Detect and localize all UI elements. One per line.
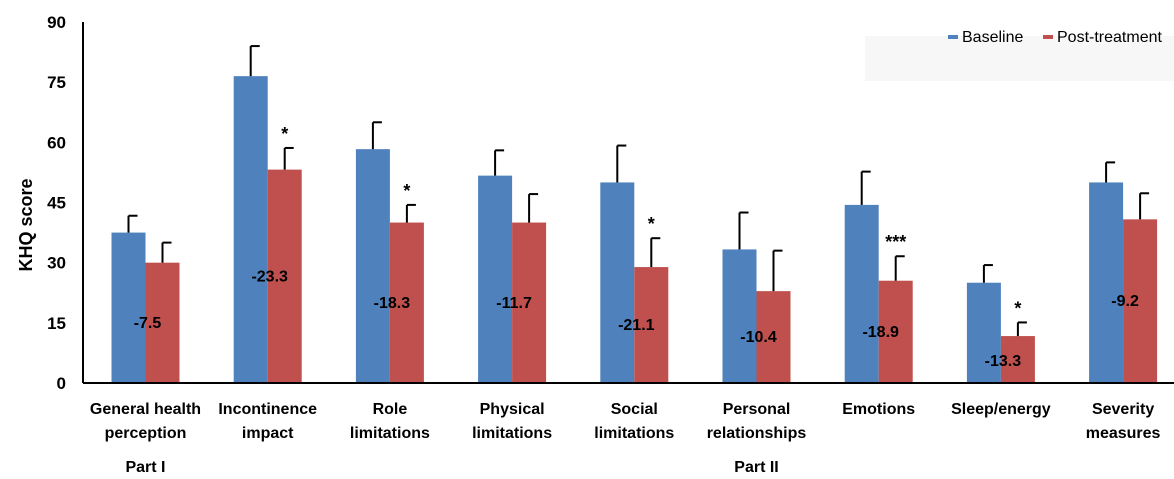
- y-tick-label: 60: [47, 133, 66, 152]
- category-label: Physical: [480, 401, 545, 418]
- difference-label: -7.5: [134, 315, 162, 332]
- y-tick-label: 90: [47, 13, 66, 32]
- y-tick-label: 75: [47, 73, 66, 92]
- bar-post-treatment: [1000, 336, 1035, 383]
- bar-baseline: [966, 282, 1001, 383]
- category-label: Sleep/energy: [951, 401, 1051, 418]
- part-labels: Part I Part II: [125, 459, 778, 476]
- bar-baseline: [600, 182, 635, 383]
- bar-baseline: [1089, 182, 1124, 383]
- axes: [82, 22, 1174, 384]
- data-labels: -7.5-23.3*-18.3*-11.7-21.1*-10.4 -18.9***…: [134, 124, 1139, 370]
- legend-label: Post-treatment: [1057, 29, 1162, 46]
- significance-marker: *: [281, 124, 288, 144]
- category-label: Role: [373, 401, 408, 418]
- bar-post-treatment: [634, 267, 669, 383]
- y-axis-ticks: 0 15 30 45 60 75 90: [47, 13, 66, 393]
- y-tick-label: 0: [57, 374, 66, 393]
- bars-group: [111, 45, 1158, 384]
- difference-label: -11.7: [496, 295, 532, 312]
- y-tick-label: 15: [47, 314, 66, 333]
- difference-label: -9.2: [1111, 293, 1139, 310]
- y-tick-label: 45: [47, 194, 66, 213]
- category-label: Incontinence: [218, 401, 317, 418]
- legend: Baseline Post-treatment: [865, 29, 1174, 81]
- category-label: perception: [105, 425, 187, 442]
- bar-baseline: [844, 204, 879, 383]
- bar-baseline: [722, 249, 757, 383]
- significance-marker: *: [1014, 298, 1021, 318]
- bar-post-treatment: [389, 222, 424, 383]
- bar-baseline: [111, 232, 146, 383]
- bar-post-treatment: [145, 262, 180, 383]
- part-label: Part I: [125, 459, 165, 476]
- bar-baseline: [478, 175, 513, 383]
- legend-label: Baseline: [962, 29, 1023, 46]
- difference-label: -21.1: [618, 317, 655, 334]
- category-label: General health: [90, 401, 201, 418]
- bar-baseline: [233, 76, 268, 384]
- category-label: relationships: [707, 425, 807, 442]
- y-tick-label: 30: [47, 254, 66, 273]
- category-label: limitations: [594, 425, 674, 442]
- category-label: measures: [1086, 425, 1161, 442]
- legend-swatch: [1043, 35, 1053, 39]
- legend-swatch: [948, 35, 958, 39]
- difference-label: -10.4: [740, 329, 777, 346]
- difference-label: -18.9: [862, 324, 899, 341]
- bar-post-treatment: [512, 222, 547, 383]
- difference-label: -13.3: [985, 353, 1022, 370]
- category-label: limitations: [350, 425, 430, 442]
- significance-marker: *: [403, 181, 410, 201]
- category-label: limitations: [472, 425, 552, 442]
- category-label: impact: [242, 425, 294, 442]
- bar-post-treatment: [267, 169, 302, 383]
- difference-label: -23.3: [251, 268, 288, 285]
- legend-backdrop: [865, 36, 1174, 81]
- part-label: Part II: [734, 459, 778, 476]
- bar-post-treatment: [1123, 219, 1158, 383]
- category-label: Emotions: [842, 401, 915, 418]
- significance-marker: ***: [885, 232, 906, 252]
- category-label: Severity: [1092, 401, 1154, 418]
- bar-post-treatment: [756, 291, 791, 383]
- category-labels: General health perception Incontinence impa…: [90, 401, 1161, 442]
- significance-marker: *: [648, 214, 655, 234]
- bar-baseline: [355, 149, 390, 383]
- category-label: Personal: [723, 401, 791, 418]
- bar-post-treatment: [878, 280, 913, 383]
- y-axis-title: KHQ score: [16, 178, 36, 271]
- difference-label: -18.3: [374, 295, 411, 312]
- category-label: Social: [611, 401, 658, 418]
